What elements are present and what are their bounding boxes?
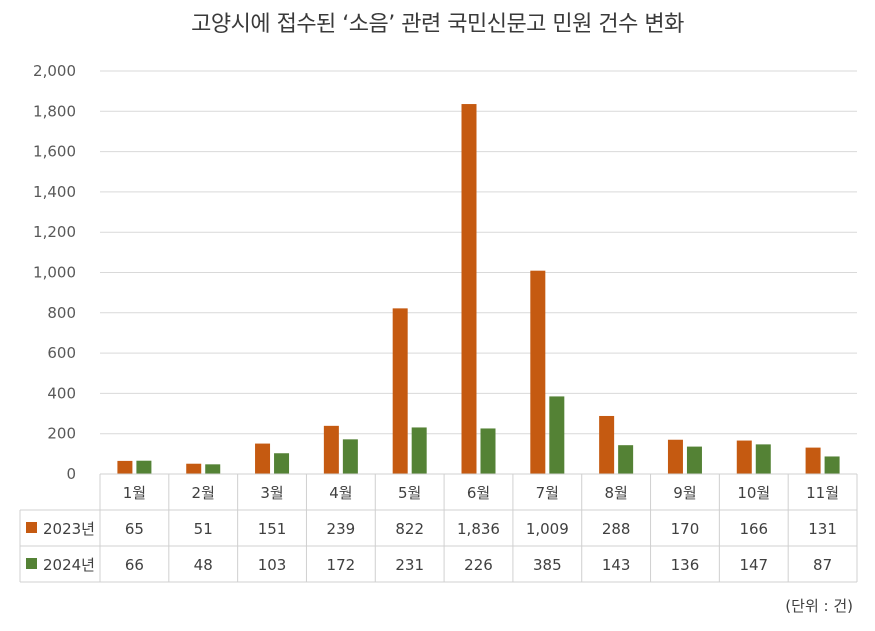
y-tick-label: 0 [66, 465, 76, 483]
legend-label: 2024년 [43, 556, 95, 574]
y-tick-label: 1,200 [33, 223, 76, 241]
bar-2024 [824, 456, 840, 474]
data-table-value: 170 [671, 520, 700, 538]
data-table-value: 147 [739, 556, 768, 574]
x-tick-label: 6월 [467, 484, 490, 502]
bar-2023 [323, 425, 339, 474]
bar-2024 [755, 444, 771, 474]
data-table-value: 172 [327, 556, 356, 574]
data-table-value: 822 [395, 520, 424, 538]
bar-2023 [117, 460, 133, 474]
y-tick-label: 1,600 [33, 143, 76, 161]
bar-2024 [618, 445, 634, 474]
bar-2024 [205, 464, 221, 474]
bar-2024 [480, 428, 496, 474]
data-table-value: 239 [327, 520, 356, 538]
bar-2023 [255, 443, 271, 474]
x-tick-label: 11월 [806, 484, 839, 502]
data-table-value: 143 [602, 556, 631, 574]
bar-2023 [667, 439, 683, 474]
bar-2023 [805, 447, 821, 474]
data-table-value: 166 [739, 520, 768, 538]
data-table-value: 288 [602, 520, 631, 538]
y-tick-label: 800 [47, 304, 76, 322]
chart-title: 고양시에 접수된 ‘소음’ 관련 국민신문고 민원 건수 변화 [191, 12, 684, 37]
bar-2024 [411, 427, 427, 474]
legend-label: 2023년 [43, 520, 95, 538]
y-tick-label: 2,000 [33, 62, 76, 80]
data-table-value: 1,836 [457, 520, 500, 538]
x-tick-label: 4월 [329, 484, 352, 502]
x-tick-label: 5월 [398, 484, 421, 502]
data-table-value: 1,009 [526, 520, 569, 538]
legend-swatch [26, 522, 37, 533]
x-tick-label: 1월 [123, 484, 146, 502]
x-tick-label: 2월 [192, 484, 215, 502]
data-table-value: 151 [258, 520, 287, 538]
bar-2024 [549, 396, 565, 474]
bar-2023 [736, 440, 752, 474]
data-table-value: 48 [194, 556, 213, 574]
bar-2024 [686, 446, 702, 474]
x-tick-label: 9월 [673, 484, 696, 502]
x-tick-label: 8월 [604, 484, 627, 502]
x-tick-label: 10월 [737, 484, 770, 502]
x-tick-label: 7월 [536, 484, 559, 502]
y-tick-label: 1,800 [33, 102, 76, 120]
bar-2024 [274, 453, 290, 474]
bar-2024 [136, 460, 152, 474]
y-tick-label: 400 [47, 384, 76, 402]
data-table-value: 231 [395, 556, 424, 574]
y-tick-label: 1,000 [33, 264, 76, 282]
data-table-value: 103 [258, 556, 287, 574]
x-tick-label: 3월 [260, 484, 283, 502]
bar-2024 [342, 439, 358, 474]
y-tick-label: 600 [47, 344, 76, 362]
data-table-value: 51 [194, 520, 213, 538]
bar-2023 [599, 415, 615, 474]
data-table-value: 385 [533, 556, 562, 574]
bar-2023 [392, 308, 408, 474]
legend-swatch [26, 558, 37, 569]
y-tick-label: 1,400 [33, 183, 76, 201]
bar-2023 [186, 463, 202, 474]
data-table-value: 65 [125, 520, 144, 538]
unit-note: (단위 : 건) [785, 597, 853, 615]
bar-2023 [461, 104, 477, 475]
y-tick-label: 200 [47, 425, 76, 443]
data-table-value: 136 [671, 556, 700, 574]
data-table-value: 226 [464, 556, 493, 574]
data-table-value: 87 [813, 556, 832, 574]
bar-2023 [530, 270, 546, 474]
data-table-value: 66 [125, 556, 144, 574]
data-table-value: 131 [808, 520, 837, 538]
